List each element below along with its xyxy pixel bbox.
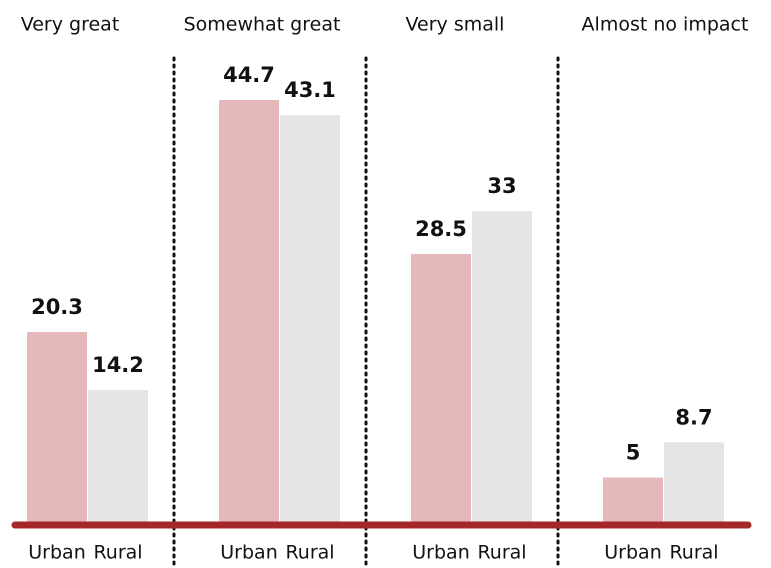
value-label: 33 <box>487 174 516 198</box>
value-label: 5 <box>626 440 641 464</box>
series-label: Urban <box>28 542 85 564</box>
bar <box>88 389 148 525</box>
series-label: Urban <box>604 542 661 564</box>
value-label: 14.2 <box>92 353 144 377</box>
series-label: Urban <box>220 542 277 564</box>
series-label: Rural <box>93 542 142 564</box>
category-label: Somewhat great <box>184 14 341 36</box>
bar <box>280 115 340 525</box>
bar <box>603 477 663 525</box>
series-label: Urban <box>412 542 469 564</box>
series-label: Rural <box>477 542 526 564</box>
value-label: 43.1 <box>284 78 336 102</box>
bar <box>219 100 279 525</box>
bar <box>664 442 724 525</box>
value-label: 20.3 <box>31 295 83 319</box>
bar <box>27 331 87 525</box>
category-label: Very great <box>21 14 120 36</box>
value-label: 28.5 <box>415 217 467 241</box>
bar <box>411 254 471 525</box>
series-label: Rural <box>285 542 334 564</box>
category-label: Very small <box>406 14 505 36</box>
series-label: Rural <box>669 542 718 564</box>
bar <box>472 211 532 525</box>
value-label: 44.7 <box>223 63 275 87</box>
category-label: Almost no impact <box>582 14 749 36</box>
value-label: 8.7 <box>675 405 712 429</box>
